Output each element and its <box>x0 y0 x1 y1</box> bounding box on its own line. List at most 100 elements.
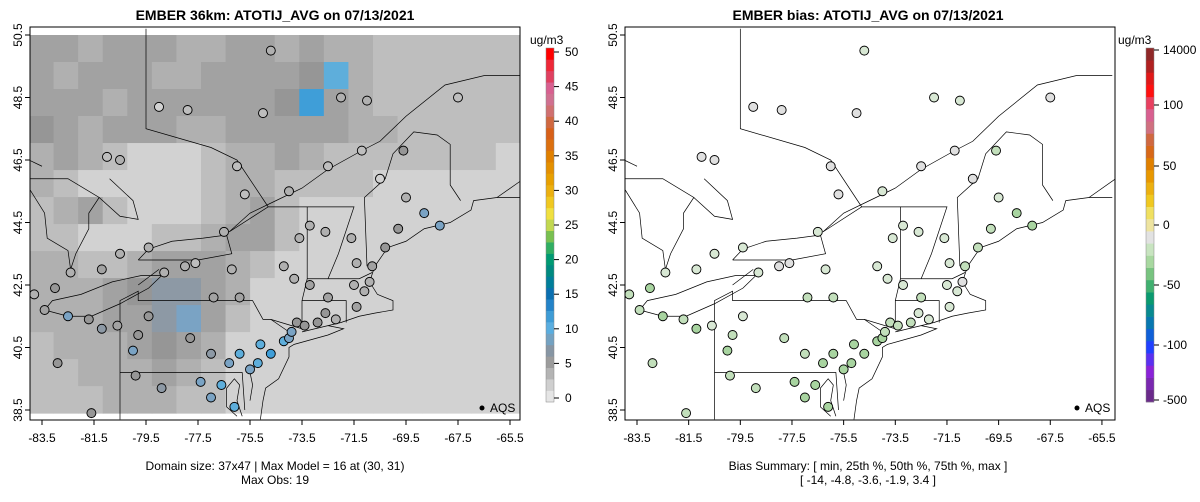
model-grid-cell <box>372 89 399 117</box>
station-marker <box>255 339 266 350</box>
plot-area <box>625 28 1115 420</box>
station-marker <box>398 145 409 156</box>
x-tick-label: -71.5 <box>933 431 961 445</box>
station-marker <box>905 317 916 328</box>
state-boundary <box>145 28 269 208</box>
station-marker <box>967 173 978 184</box>
colorbar-tick-label: 100 <box>1163 98 1183 112</box>
colorbar-segment <box>546 242 554 254</box>
model-grid-cell <box>200 197 227 225</box>
station-marker <box>1027 220 1038 231</box>
station-marker <box>252 358 263 369</box>
station-marker <box>737 311 748 322</box>
station-marker <box>872 261 883 272</box>
colorbar-tick-label: 10 <box>565 322 579 336</box>
colorbar-tick-label: 40 <box>565 114 579 128</box>
colorbar-segment <box>546 162 554 174</box>
model-grid-cell <box>200 305 227 333</box>
model-grid-cell <box>102 116 128 144</box>
y-tick-label: 42.5 <box>606 273 620 297</box>
colorbar-tick-label: 0 <box>565 391 572 405</box>
model-grid-cell <box>78 143 104 171</box>
model-grid-cell <box>250 278 276 306</box>
station-marker <box>226 264 237 275</box>
y-tick-label: 50.5 <box>11 23 25 47</box>
model-grid-cell <box>102 332 128 360</box>
model-grid-cell <box>151 305 177 333</box>
station-marker <box>898 220 908 231</box>
x-tick-label: -73.5 <box>882 431 910 445</box>
model-grid-cell <box>471 305 497 333</box>
colorbar-segment <box>1146 365 1154 378</box>
station-marker <box>312 317 323 328</box>
lake-huron <box>30 178 100 270</box>
station-marker <box>748 101 759 112</box>
station-marker <box>727 330 738 340</box>
colorbar-tick-label: 30 <box>565 183 579 197</box>
lake-huron <box>625 178 695 270</box>
model-grid-cell <box>372 143 399 171</box>
model-grid-cell <box>78 116 104 144</box>
model-grid-cell <box>323 116 349 144</box>
x-tick-label: -83.5 <box>28 431 56 445</box>
model-grid-cell <box>127 359 153 387</box>
station-marker <box>216 380 227 390</box>
station-marker <box>849 339 859 350</box>
station-marker <box>245 364 255 375</box>
colorbar-segment <box>546 299 554 311</box>
model-grid-cell <box>495 143 520 171</box>
colorbar-segment <box>1146 84 1154 98</box>
model-grid-cell <box>422 251 448 279</box>
state-boundary <box>137 269 160 286</box>
x-tick-label: -67.5 <box>444 431 472 445</box>
state-boundary <box>956 131 1054 267</box>
x-tick-label: -73.5 <box>288 431 316 445</box>
colorbar-segment <box>1146 218 1154 232</box>
model-grid-cell <box>323 197 349 225</box>
station-marker <box>50 283 60 294</box>
station-marker <box>859 45 870 56</box>
station-marker <box>143 242 154 253</box>
model-grid-cell <box>30 386 55 414</box>
model-grid-cell <box>495 89 520 117</box>
station-marker <box>779 333 790 344</box>
station-marker <box>159 267 170 278</box>
station-marker <box>681 408 692 419</box>
station-marker <box>229 401 240 412</box>
station-marker <box>434 220 445 231</box>
model-grid-cell <box>30 197 55 225</box>
legend-label: AQS <box>490 401 515 415</box>
model-grid-cell <box>372 359 399 387</box>
model-grid-cell <box>127 62 153 90</box>
model-grid-cell <box>299 116 325 144</box>
colorbar-tick-label: 25 <box>565 218 579 232</box>
colorbar-segment <box>546 253 554 266</box>
model-grid-cell <box>299 143 325 171</box>
station-marker <box>709 248 720 259</box>
model-grid-cell <box>225 224 251 252</box>
station-marker <box>828 292 839 303</box>
model-grid-cell <box>323 386 349 414</box>
station-marker <box>913 226 924 237</box>
station-marker <box>346 233 357 244</box>
colorbar-segment <box>1146 292 1154 305</box>
colorbar-tick-label: 14000 <box>1163 43 1197 57</box>
model-grid-cell <box>348 332 374 360</box>
model-grid-cell <box>250 143 276 171</box>
station-marker <box>393 223 404 234</box>
y-tick-label: 40.5 <box>11 335 25 359</box>
model-grid-cell <box>495 197 520 225</box>
station-marker <box>750 383 761 394</box>
model-grid-cell <box>446 197 472 225</box>
model-grid-cell <box>446 305 472 333</box>
left-footer-line1: Domain size: 37x47 | Max Model = 16 at (… <box>146 459 405 473</box>
colorbar-segment <box>1146 316 1154 330</box>
station-marker <box>1045 92 1056 103</box>
model-grid-cell <box>30 116 55 144</box>
x-tick-label: -65.5 <box>1088 431 1116 445</box>
station-marker <box>115 248 125 259</box>
model-grid-cell <box>176 386 202 414</box>
model-grid-cell <box>30 359 55 387</box>
model-grid-cell <box>372 197 399 225</box>
